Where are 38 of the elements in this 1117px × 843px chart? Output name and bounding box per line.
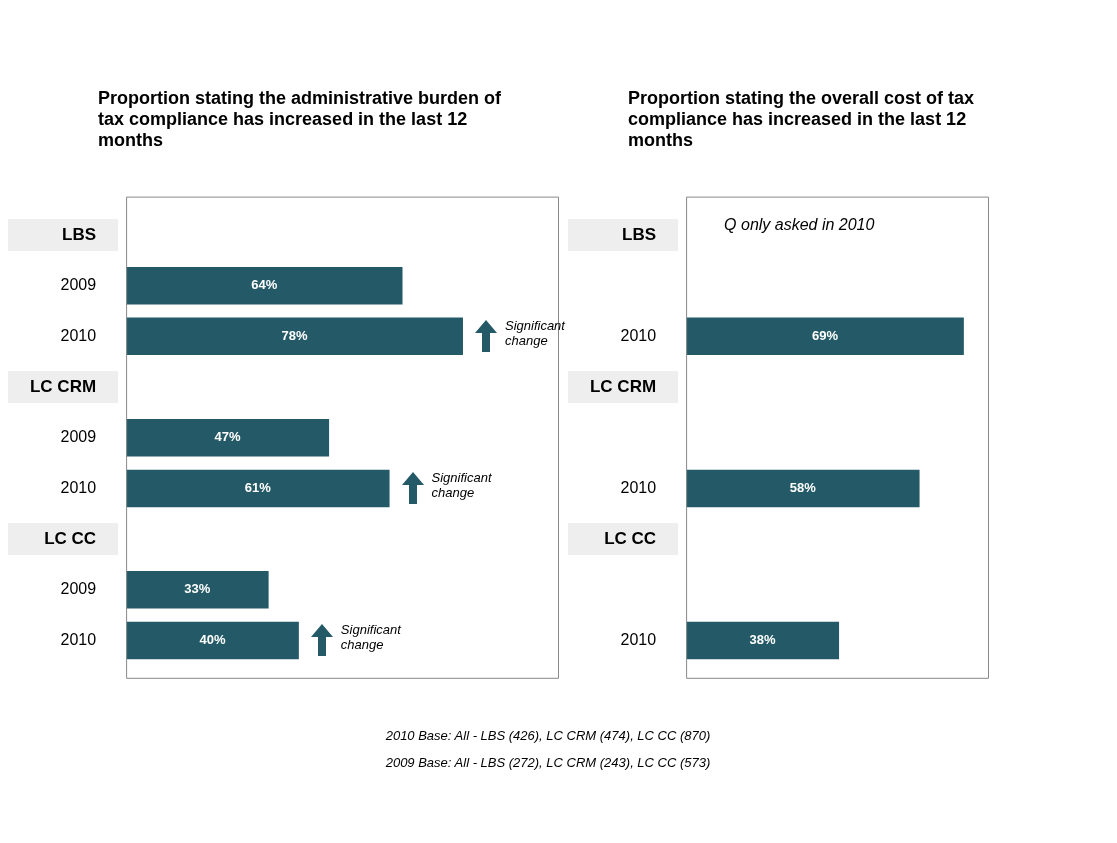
y-tick-label: LC CRM — [589, 376, 657, 396]
y-tick-label: 2010 — [620, 326, 657, 344]
y-tick-label: 2009 — [60, 428, 97, 446]
bar — [126, 621, 299, 660]
y-tick-label: 2010 — [60, 326, 97, 344]
y-tick-label: LC CC — [604, 528, 657, 548]
y-tick-label: LBS — [622, 224, 657, 244]
data-label: 64% — [251, 277, 278, 293]
y-tick-label: 2009 — [60, 580, 97, 598]
data-label: 38% — [749, 632, 777, 648]
annotation: Q only asked in 2010 — [724, 215, 875, 234]
data-label: 58% — [789, 479, 817, 495]
data-label: 47% — [214, 429, 242, 445]
data-label: 78% — [281, 327, 308, 343]
bar — [126, 469, 390, 508]
chart-title: Proportion stating the administrative burden of tax compliance has increased in the last 12 months — [97, 87, 503, 150]
y-tick-label: 2010 — [620, 478, 657, 496]
bar — [126, 317, 463, 356]
y-tick-label: 2010 — [620, 630, 657, 648]
data-label: 40% — [199, 632, 226, 648]
y-tick-label: LBS — [62, 224, 97, 244]
data-label: 33% — [184, 581, 211, 597]
bar — [126, 266, 403, 305]
y-tick-label: LC CC — [44, 528, 97, 548]
chart-title: Proportion stating the overall cost of tax compliance has increased in the last 12 months — [627, 87, 976, 150]
bar — [126, 571, 269, 609]
data-label: 61% — [244, 479, 272, 495]
annotation: Significant change — [431, 470, 493, 501]
text: 2009 Base: All - LBS (272), LC CRM (243), LC CC (573) — [384, 755, 712, 770]
y-tick-label: 2010 — [60, 630, 97, 648]
y-tick-label: 2009 — [60, 276, 97, 294]
annotation: Significant change — [340, 622, 403, 653]
y-tick-label: LC CRM — [29, 376, 97, 396]
annotation: Significant change — [504, 318, 567, 349]
bar — [126, 418, 330, 457]
data-label: 69% — [811, 327, 839, 343]
y-tick-label: 2010 — [60, 478, 97, 496]
text: 2010 Base: All - LBS (426), LC CRM (474), LC CC (870) — [384, 728, 712, 743]
